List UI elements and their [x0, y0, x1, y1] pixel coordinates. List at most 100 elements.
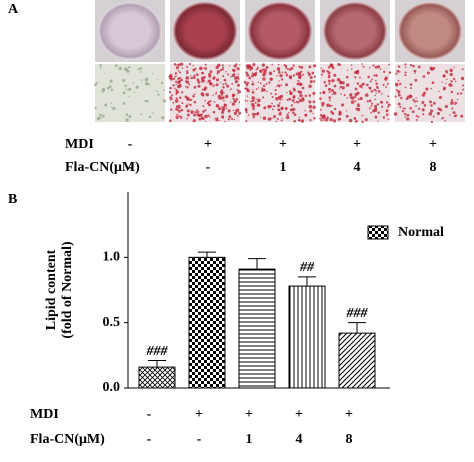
cell — [377, 111, 380, 114]
cell — [231, 102, 236, 106]
cell — [292, 96, 296, 99]
cell — [369, 80, 372, 83]
cell — [337, 117, 341, 121]
cell — [308, 72, 311, 76]
cell — [296, 100, 299, 104]
cell — [320, 119, 323, 122]
cell — [374, 115, 378, 119]
cell — [444, 104, 448, 109]
cell — [209, 70, 213, 74]
cell: - — [147, 432, 152, 447]
cell — [353, 95, 357, 99]
cell — [201, 71, 204, 75]
cell — [201, 113, 203, 115]
cell — [285, 83, 289, 87]
cell — [233, 118, 236, 121]
cell — [456, 98, 459, 101]
cell — [217, 97, 219, 100]
cell — [208, 73, 212, 77]
cell — [189, 103, 192, 107]
cell — [216, 72, 219, 75]
cell — [319, 92, 322, 95]
bar — [188, 256, 226, 389]
cell — [209, 100, 212, 103]
cell — [345, 75, 349, 79]
cell — [450, 99, 454, 102]
cell — [409, 106, 412, 110]
cell — [307, 71, 310, 74]
cell — [235, 108, 240, 113]
cell — [222, 75, 225, 78]
cell — [256, 113, 259, 116]
cell — [312, 105, 316, 109]
cell — [297, 71, 302, 76]
cell — [385, 86, 388, 88]
cell — [175, 105, 178, 108]
cell — [198, 113, 202, 117]
cell: + — [295, 407, 303, 422]
cell — [368, 99, 372, 103]
cell — [231, 73, 236, 78]
cell — [300, 119, 304, 123]
cell — [258, 104, 261, 106]
cell — [193, 93, 196, 96]
cell — [414, 78, 418, 82]
cell — [169, 77, 173, 81]
cell — [172, 77, 176, 81]
cell — [417, 115, 420, 118]
cell — [453, 66, 455, 68]
cell — [236, 93, 238, 95]
cell — [430, 67, 434, 71]
cell — [195, 109, 198, 111]
cell — [278, 102, 281, 104]
cell — [368, 107, 371, 110]
cell — [206, 81, 208, 83]
cell — [222, 106, 226, 110]
cell — [185, 77, 188, 80]
cell — [128, 115, 132, 118]
cell — [327, 79, 331, 83]
cell — [372, 64, 375, 67]
bar — [238, 268, 276, 389]
cell — [169, 96, 173, 100]
cell — [402, 107, 405, 110]
cell — [362, 65, 365, 68]
cell — [284, 71, 287, 74]
cell — [374, 94, 376, 97]
cell — [201, 93, 205, 97]
cell — [271, 108, 274, 111]
cell — [144, 77, 149, 82]
cell — [397, 65, 401, 68]
cell — [274, 88, 277, 92]
cell — [418, 107, 421, 110]
cell — [406, 113, 410, 117]
cell — [228, 65, 231, 67]
cell — [381, 92, 383, 95]
cell — [227, 118, 230, 121]
cell: 1 — [246, 432, 253, 447]
cell — [179, 71, 182, 74]
cell — [404, 107, 406, 110]
cell — [186, 71, 189, 74]
cell — [172, 84, 175, 87]
cell — [250, 100, 253, 103]
cell — [331, 104, 333, 107]
cell — [263, 106, 267, 110]
cell — [246, 66, 250, 70]
cell — [309, 109, 313, 113]
cell — [355, 107, 358, 110]
cell — [285, 73, 289, 77]
annotation: ### — [146, 344, 169, 359]
cell — [152, 73, 154, 75]
cell — [415, 119, 418, 121]
cell — [213, 101, 216, 103]
dish — [398, 2, 462, 60]
cell — [245, 111, 248, 114]
cell — [369, 87, 372, 90]
cell — [179, 83, 182, 86]
cell — [251, 82, 255, 86]
cell — [319, 114, 323, 117]
cell — [271, 96, 274, 99]
cell — [262, 68, 265, 71]
cell — [308, 104, 313, 109]
